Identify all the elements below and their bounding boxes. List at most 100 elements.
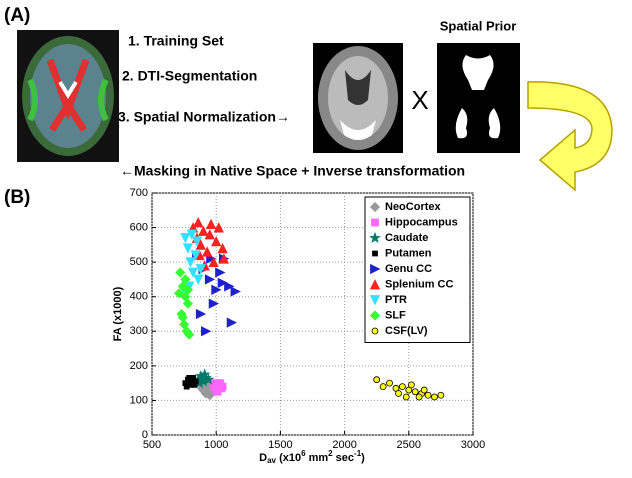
ventricle [345, 70, 371, 105]
point [182, 298, 194, 309]
point [211, 236, 222, 247]
point [204, 274, 216, 285]
x-tick-label: 500 [143, 439, 161, 451]
y-tick-label: 500 [130, 256, 148, 268]
panel-label: (A) [4, 5, 30, 26]
point [177, 312, 188, 323]
point [193, 216, 204, 228]
point [201, 326, 212, 337]
legend-label: NeoCortex [385, 201, 442, 213]
point [190, 250, 201, 261]
point [402, 393, 410, 401]
legend-swatch [371, 218, 379, 227]
point [415, 393, 423, 401]
step: 3. Spatial Normalization→ [118, 109, 290, 125]
legend-label: Splenium CC [385, 278, 454, 290]
point [182, 284, 194, 295]
point [395, 390, 402, 397]
legend-swatch [370, 263, 381, 275]
point [204, 229, 215, 240]
point [191, 236, 203, 247]
point [186, 375, 193, 381]
point [195, 308, 207, 320]
point [202, 246, 213, 257]
point [213, 222, 224, 233]
point [185, 257, 196, 268]
x-tick-label: 1500 [268, 439, 292, 451]
point [373, 376, 381, 384]
prior-title: Spatial Prior [440, 18, 517, 33]
point [379, 383, 387, 391]
brain-tract [46, 58, 90, 132]
legend-label: Hippocampus [385, 216, 458, 228]
point [215, 267, 226, 278]
point [180, 233, 191, 244]
legend-label: CSF(LV) [385, 325, 428, 337]
legend-swatch [369, 231, 381, 244]
point [420, 386, 428, 394]
x-tick-label: 2000 [332, 439, 356, 451]
legend-label: PTR [385, 294, 407, 306]
y-tick-label: 300 [130, 325, 148, 337]
legend-label: Genu CC [385, 263, 432, 275]
point [184, 329, 195, 340]
point [195, 264, 206, 275]
point [182, 243, 194, 254]
y-tick-label: 200 [130, 360, 148, 372]
point [411, 388, 419, 396]
prior-shape [455, 108, 468, 139]
y-tick-label: 400 [130, 291, 148, 303]
legend-swatch [369, 201, 381, 213]
point [431, 393, 438, 401]
point [230, 286, 241, 297]
legend-swatch [371, 327, 379, 335]
point [398, 383, 406, 391]
step: 1. Training Set [128, 33, 224, 49]
legend-swatch [372, 250, 378, 257]
legend-swatch [369, 310, 381, 321]
prior-shape [488, 108, 501, 139]
point [173, 288, 185, 299]
point [198, 368, 211, 380]
point [424, 391, 432, 399]
x-tick-label: 3000 [461, 439, 485, 451]
point [202, 373, 215, 385]
point [226, 317, 238, 328]
step: 2. DTI-Segmentation [122, 68, 257, 84]
point [224, 281, 235, 292]
y-tick-label: 100 [130, 394, 148, 406]
point [187, 267, 199, 278]
point [407, 381, 415, 389]
masking-text: ←Masking in Native Space + Inverse trans… [120, 163, 465, 179]
point [186, 229, 197, 240]
point [211, 284, 222, 295]
point [386, 379, 393, 387]
times: X [411, 85, 428, 115]
brain-tract [27, 78, 109, 122]
y-tick-label: 600 [130, 221, 148, 233]
y-tick-label: 700 [130, 187, 148, 199]
point [183, 383, 190, 390]
point [175, 267, 186, 278]
point [193, 274, 204, 285]
legend-swatch [369, 279, 381, 290]
point [218, 253, 230, 264]
y-tick-label: 0 [142, 429, 148, 441]
prior-shape [462, 55, 494, 90]
point [208, 298, 220, 309]
point [191, 381, 198, 388]
arrow [527, 81, 613, 192]
brain-tract [58, 80, 78, 99]
point [180, 274, 191, 285]
wm [340, 120, 376, 140]
point [208, 256, 219, 268]
panel-label: (B) [4, 187, 30, 208]
x-axis-label: Dav (x106 mm2 sec-1) [259, 449, 365, 465]
point [205, 218, 217, 230]
legend-label: SLF [385, 309, 406, 321]
point [195, 239, 206, 250]
y-axis-label: FA (x1000) [112, 286, 124, 341]
legend [364, 196, 471, 343]
point [198, 225, 209, 236]
